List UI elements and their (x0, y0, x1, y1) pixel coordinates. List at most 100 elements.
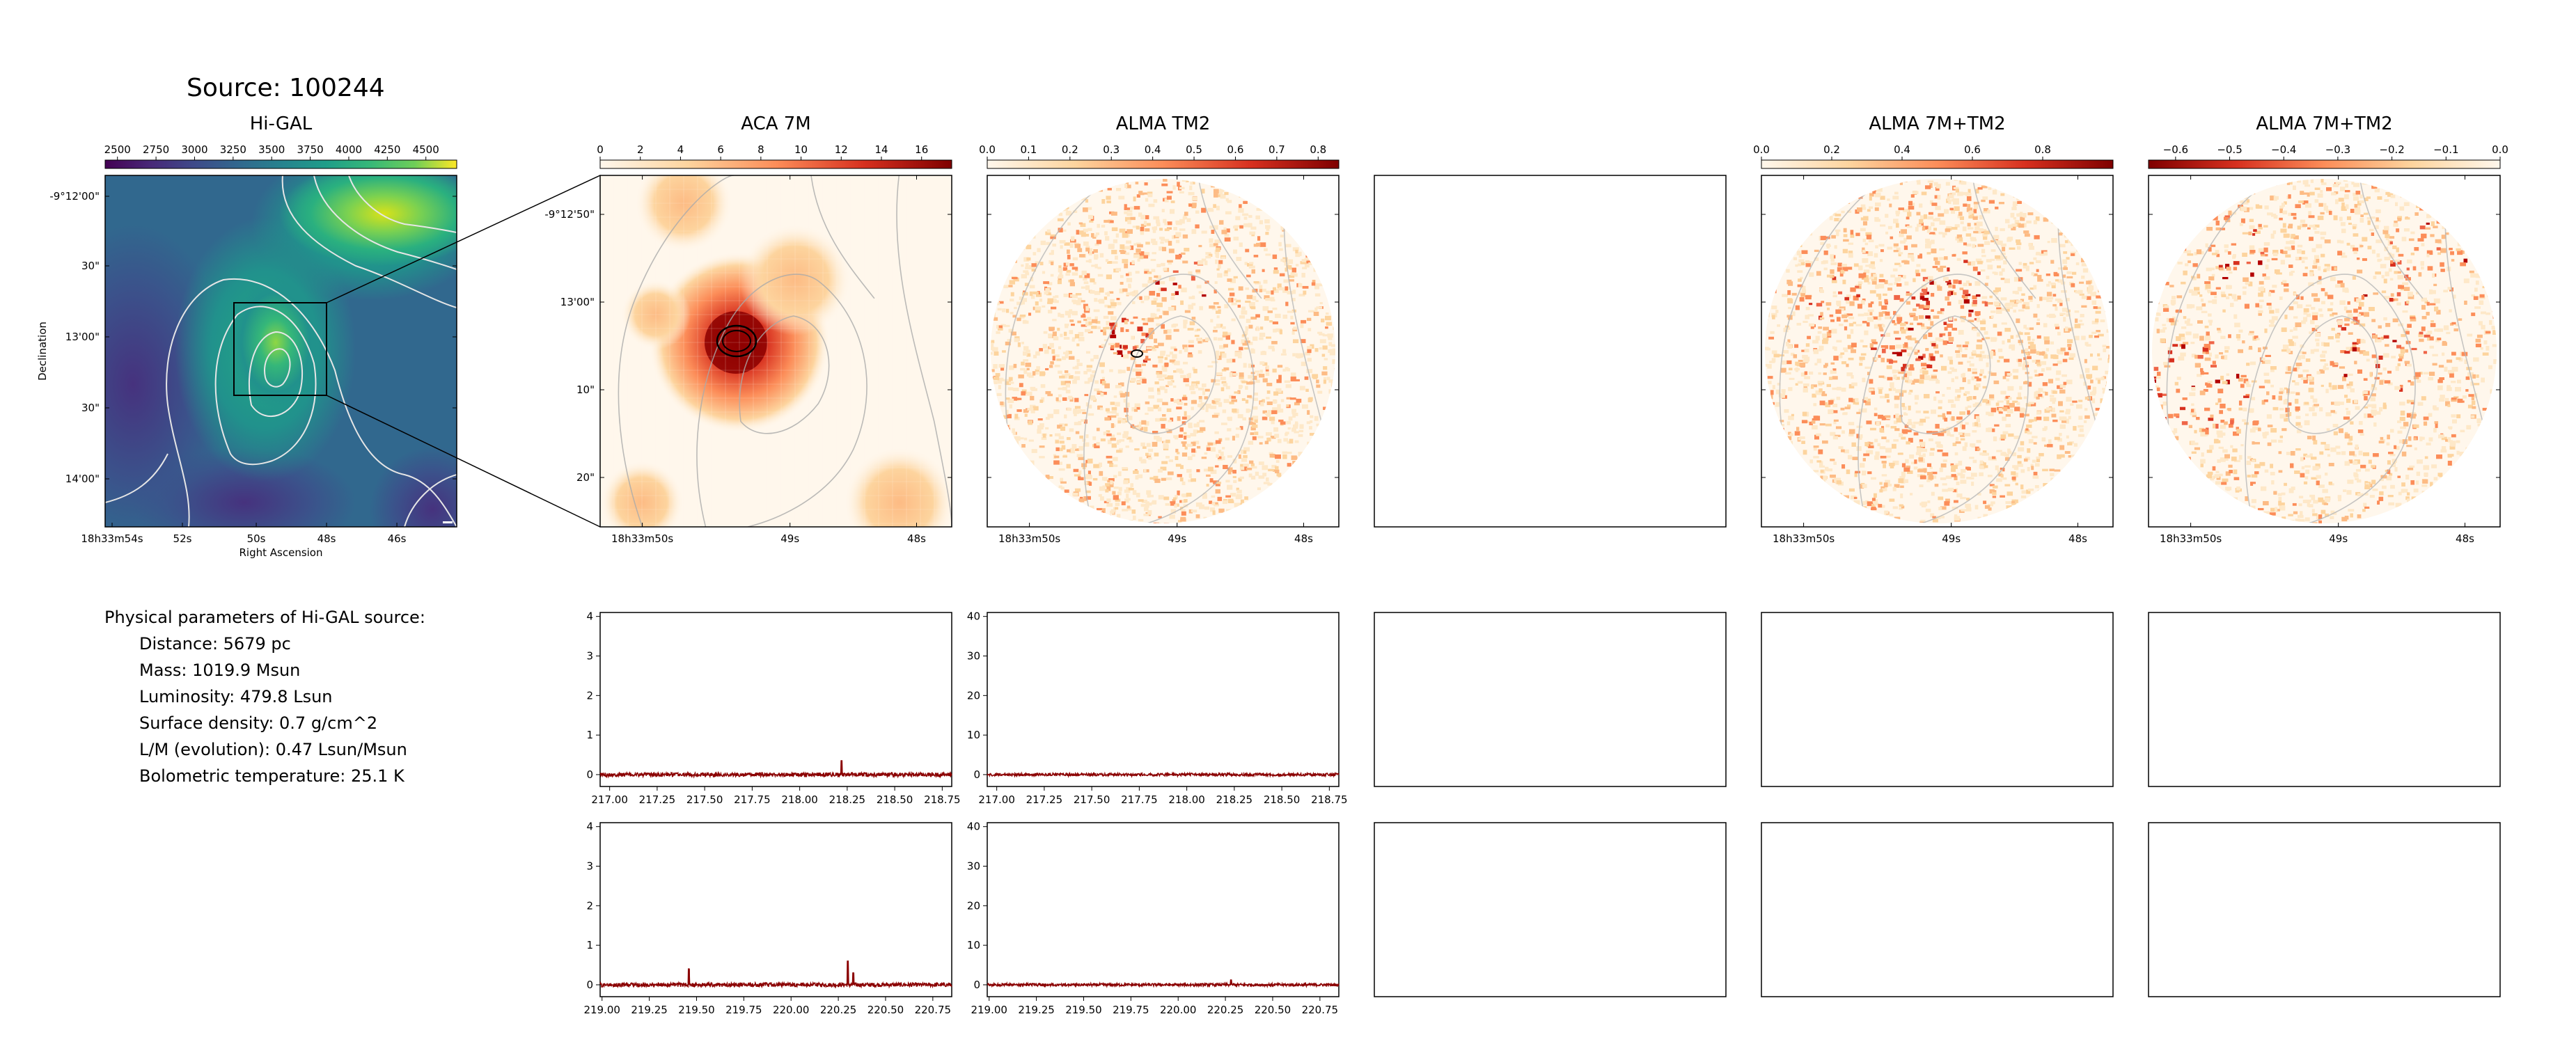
speckle (1921, 363, 1927, 367)
param-surface-density: Surface density: 0.7 g/cm^2 (139, 713, 378, 733)
speckle (2097, 216, 2103, 219)
speckle (1911, 424, 1916, 429)
speckle (1834, 419, 1839, 422)
speckle (1251, 421, 1256, 425)
speckle (1316, 423, 1320, 427)
speckle (1992, 456, 1996, 459)
speckle (1330, 517, 1333, 520)
speckle (1271, 290, 1274, 295)
speckle (998, 480, 1003, 483)
speckle (2056, 196, 2061, 200)
speckle (1097, 187, 1101, 192)
speckle (1284, 380, 1291, 383)
speckle (1321, 318, 1325, 323)
speckle (1848, 397, 1853, 402)
speckle (1308, 494, 1314, 498)
speckle (1221, 230, 1227, 235)
speckle (1142, 379, 1147, 383)
speckle (2047, 443, 2053, 448)
speckle (1892, 369, 1896, 374)
colorbar-tick-label: 4 (677, 143, 684, 156)
speckle (1968, 310, 1974, 313)
speckle (1223, 331, 1228, 336)
speckle (1840, 352, 1845, 355)
speckle (991, 473, 997, 477)
x-tick-label: 46s (388, 532, 407, 545)
speckle (1290, 315, 1294, 319)
speckle (2080, 258, 2086, 262)
speckle (1832, 436, 1839, 440)
speckle (1940, 354, 1943, 358)
speckle (1107, 292, 1110, 296)
speckle (1218, 456, 1222, 459)
speckle (1009, 280, 1016, 285)
speckle (1049, 434, 1053, 437)
speckle (1201, 207, 1207, 213)
speckle (1238, 286, 1243, 291)
speckle (1256, 326, 1259, 331)
speckle (1156, 308, 1161, 312)
speckle (1957, 214, 1961, 219)
speckle (1165, 354, 1170, 357)
speckle (1273, 400, 1278, 404)
speckle (2019, 407, 2025, 413)
speckle (1181, 441, 1187, 444)
speckle (1000, 503, 1004, 507)
speckle (1800, 235, 1806, 240)
speckle (1810, 494, 1816, 499)
speckle (1773, 508, 1779, 512)
speckle (1159, 228, 1163, 231)
speckle (998, 512, 1003, 515)
speckle (1931, 248, 1937, 253)
speckle (1793, 504, 1799, 509)
speckle (1184, 402, 1188, 406)
speckle (1067, 437, 1071, 441)
speckle (1968, 367, 1972, 372)
speckle (1216, 247, 1220, 252)
speckle (1307, 521, 1311, 523)
speckle (1309, 420, 1313, 423)
speckle (1876, 187, 1883, 192)
speckle (1250, 426, 1256, 431)
speckle (2071, 191, 2074, 196)
speckle (1188, 509, 1193, 514)
speckle (1313, 311, 1319, 316)
speckle (1916, 446, 1921, 449)
speckle (1012, 276, 1018, 280)
speckle (1206, 484, 1209, 487)
speckle (1931, 475, 1937, 479)
speckle (1158, 516, 1162, 519)
speckle (1213, 329, 1218, 333)
speckle (995, 372, 1000, 377)
speckle (2007, 524, 2012, 526)
speckle (1191, 448, 1196, 453)
speckle (1071, 185, 1076, 189)
speckle (1160, 418, 1167, 421)
speckle (1267, 482, 1273, 486)
speckle (1884, 280, 1888, 285)
speckle (991, 288, 996, 293)
speckle (1231, 395, 1236, 399)
speckle (1133, 254, 1140, 258)
speckle (1947, 487, 1954, 492)
speckle (1886, 483, 1892, 487)
speckle (1058, 313, 1061, 317)
speckle (1262, 362, 1268, 366)
speckle (1229, 292, 1235, 296)
speckle (1099, 470, 1104, 476)
speckle (1087, 458, 1093, 464)
speckle (1063, 331, 1067, 336)
speckle (1152, 441, 1158, 447)
speckle (1145, 198, 1149, 202)
speckle (1933, 344, 1938, 349)
speckle (1164, 377, 1168, 379)
speckle (1843, 228, 1847, 232)
speckle (1853, 512, 1856, 516)
speckle (1979, 179, 1985, 182)
speckle (1967, 467, 1971, 470)
speckle (1279, 509, 1285, 512)
speckle (1328, 427, 1333, 430)
speckle (1990, 372, 1997, 377)
speckle (1202, 495, 1208, 499)
speckle (1869, 427, 1876, 431)
